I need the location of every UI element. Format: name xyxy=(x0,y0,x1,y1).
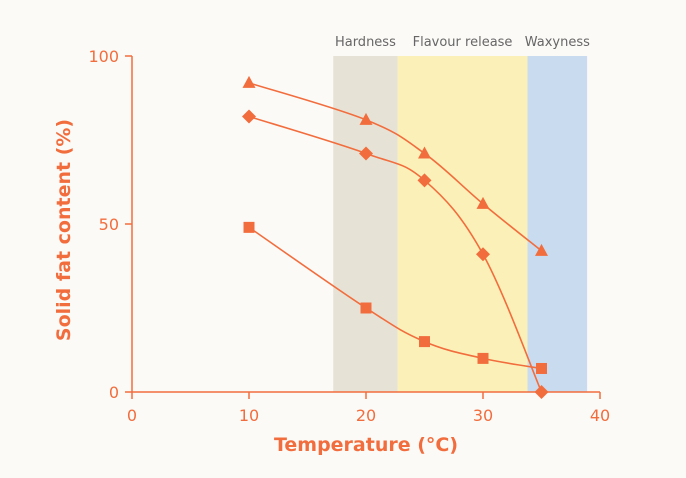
x-tick-label: 20 xyxy=(356,406,376,425)
band-hardness xyxy=(333,56,398,392)
triangle-marker xyxy=(359,112,373,125)
diamond-marker xyxy=(534,385,549,399)
triangle-marker xyxy=(535,243,548,256)
band-flavour-release xyxy=(397,56,528,392)
square-marker xyxy=(536,362,547,374)
y-tick-label: 100 xyxy=(88,47,119,66)
square-marker xyxy=(477,352,489,364)
x-axis-title: Temperature (°C) xyxy=(274,434,458,456)
square-marker xyxy=(243,221,255,233)
y-tick-label: 50 xyxy=(99,215,119,234)
series-line xyxy=(248,226,542,370)
ticks: 0 10 20 30 40 0 50 100 xyxy=(88,47,610,425)
series-line xyxy=(248,82,543,252)
diamond-marker xyxy=(417,173,432,188)
triangle-marker xyxy=(242,75,256,88)
square-marker xyxy=(360,302,372,314)
background-bands: Hardness Flavour release Waxyness xyxy=(333,35,590,392)
band-label: Waxyness xyxy=(525,35,590,50)
band-label: Hardness xyxy=(335,35,396,50)
triangle-marker xyxy=(476,196,490,209)
band-label: Flavour release xyxy=(413,35,513,50)
y-axis-title: Solid fat content (%) xyxy=(53,119,75,341)
band-waxyness xyxy=(527,56,588,392)
diamond-marker xyxy=(476,247,490,262)
series-diamond xyxy=(242,109,549,399)
x-tick-label: 30 xyxy=(473,406,493,425)
y-tick-label: 0 xyxy=(109,383,119,402)
diamond-marker xyxy=(359,146,373,161)
triangle-marker xyxy=(418,146,431,159)
x-tick-label: 10 xyxy=(239,406,259,425)
series xyxy=(242,75,549,399)
x-tick-label: 40 xyxy=(590,406,610,425)
square-marker xyxy=(419,336,430,348)
series-square xyxy=(243,221,547,374)
series-triangle xyxy=(242,75,548,256)
diamond-marker xyxy=(242,109,256,124)
x-tick-label: 0 xyxy=(127,406,137,425)
